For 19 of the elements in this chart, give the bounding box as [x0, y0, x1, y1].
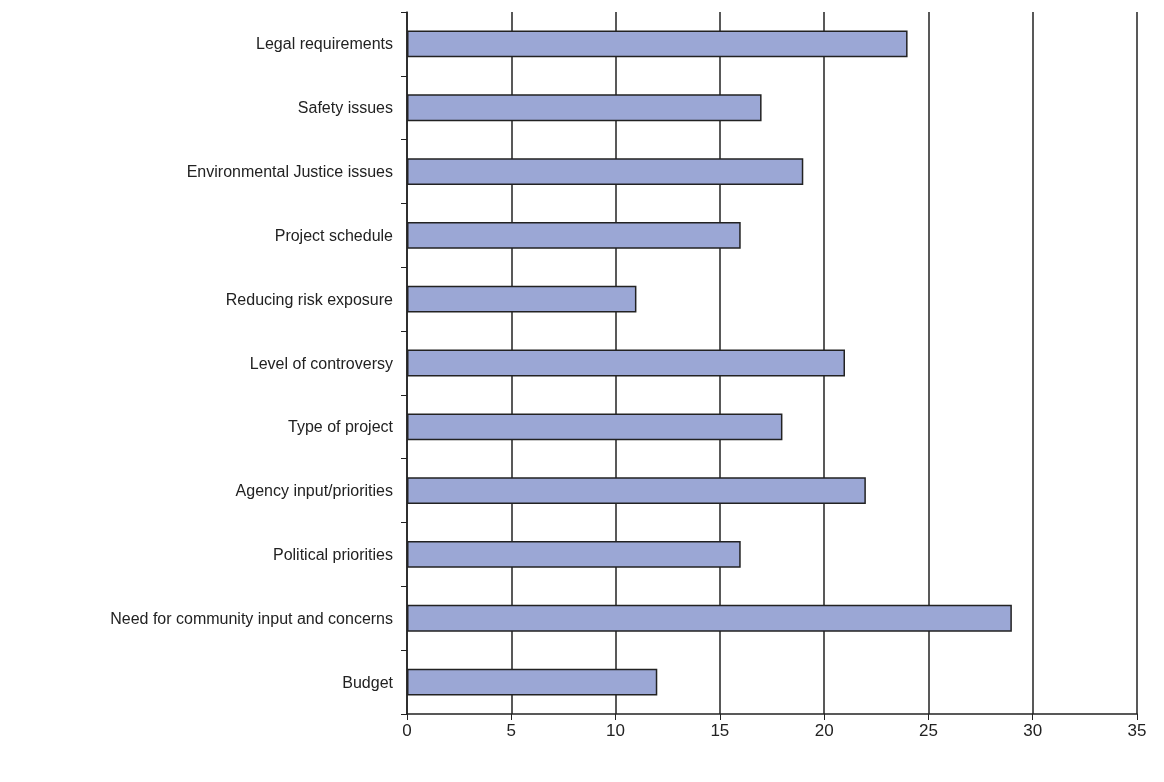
x-tick-label: 35	[1127, 721, 1147, 740]
y-tick-label: Level of controversy	[249, 354, 393, 372]
y-tick-label: Reducing risk exposure	[225, 290, 394, 308]
x-tick-label: 5	[506, 721, 517, 740]
y-tick-label: Political priorities	[272, 545, 393, 563]
y-tick-label: Budget	[342, 673, 394, 691]
x-tick-label: 15	[710, 721, 730, 740]
y-tick-label: Need for community input and concerns	[110, 609, 393, 627]
x-tick-label: 30	[1023, 721, 1043, 740]
x-tick-label: 0	[402, 721, 412, 740]
x-tick-label: 25	[918, 721, 938, 740]
y-tick-label: Legal requirements	[256, 35, 393, 53]
y-tick-label: Agency input/priorities	[235, 482, 393, 500]
y-tick-label: Safety issues	[297, 99, 393, 117]
x-tick-label: 10	[606, 721, 626, 740]
y-tick-label: Type of project	[288, 418, 394, 436]
y-tick-label: Project schedule	[274, 226, 394, 244]
x-tick-label: 20	[814, 721, 834, 740]
y-tick-label: Environmental Justice issues	[186, 163, 393, 181]
